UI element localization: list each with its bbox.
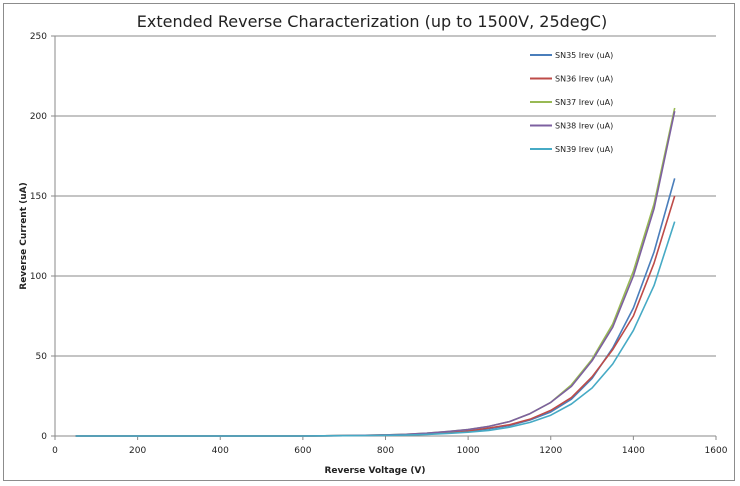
axes-layer (51, 35, 717, 440)
legend: SN35 Irev (uA) SN36 Irev (uA) SN37 Irev (u… (530, 51, 613, 154)
x-tick-label: 800 (377, 446, 394, 456)
x-tick-label: 1000 (457, 446, 480, 456)
y-tick-label: 250 (30, 32, 47, 42)
series-layer (75, 107, 676, 437)
y-tick-label: 200 (30, 112, 47, 122)
ticks-layer: 0 50 100 150 200 250 0 200 400 600 800 1000 1200 1400… (30, 32, 728, 456)
x-tick-label: 200 (129, 446, 146, 456)
y-tick-label: 150 (30, 192, 47, 202)
y-axis-title: Reverse Current (uA) (19, 182, 29, 289)
legend-label: SN39 Irev (uA) (555, 145, 613, 154)
series-line-sn36 (75, 195, 676, 437)
series-line-sn38 (75, 111, 676, 437)
x-tick-label: 0 (52, 446, 58, 456)
y-tick-label: 100 (30, 272, 47, 282)
legend-label: SN36 Irev (uA) (555, 75, 613, 84)
x-tick-label: 1200 (539, 446, 562, 456)
y-tick-label: 0 (41, 432, 47, 442)
chart-frame (3, 3, 735, 481)
legend-label: SN35 Irev (uA) (555, 51, 613, 60)
x-tick-label: 1600 (705, 446, 728, 456)
x-tick-label: 600 (294, 446, 311, 456)
series-line-sn39 (75, 221, 676, 437)
x-tick-label: 400 (212, 446, 229, 456)
grid-layer (55, 35, 716, 357)
x-axis-title: Reverse Voltage (V) (324, 466, 425, 476)
chart-title: Extended Reverse Characterization (up to… (137, 12, 607, 31)
y-tick-label: 50 (36, 352, 48, 362)
series-line-sn35 (75, 178, 676, 437)
legend-label: SN37 Irev (uA) (555, 98, 613, 107)
legend-label: SN38 Irev (uA) (555, 122, 613, 131)
x-tick-label: 1400 (622, 446, 645, 456)
